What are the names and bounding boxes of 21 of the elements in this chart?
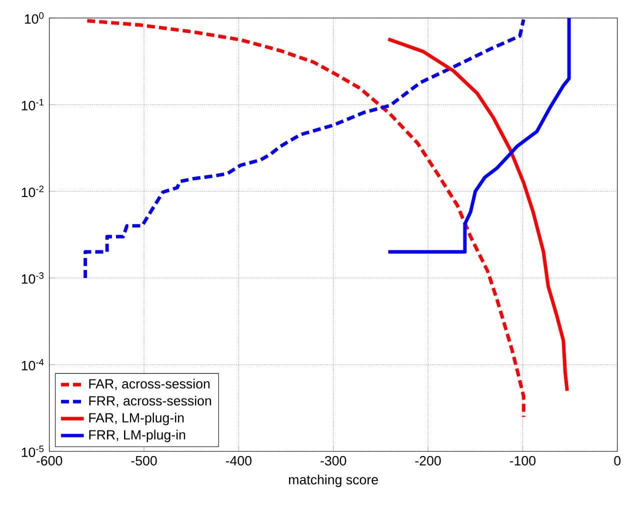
legend-label: FRR, across-session xyxy=(89,396,212,407)
y-tick-label: 10$^{-5}$ xyxy=(22,445,44,457)
x-tick-label: 0 xyxy=(614,456,621,466)
x-tick-label: -400 xyxy=(226,456,252,466)
legend-label: FAR, across-session xyxy=(89,378,210,390)
legend-label: FAR, LM-plug-in xyxy=(89,412,184,426)
x-tick-label: -200 xyxy=(415,456,441,466)
y-tick-label: 10$^{-4}$ xyxy=(22,358,44,370)
legend-label: FRR, LM-plug-in xyxy=(89,430,186,442)
line-series xyxy=(84,18,526,280)
x-tick-label: -500 xyxy=(131,456,157,466)
x-tick-label: -300 xyxy=(320,456,346,466)
x-axis-title: matching score xyxy=(289,474,378,487)
line-series xyxy=(386,37,569,392)
y-tick-label: 10$^{-2}$ xyxy=(22,185,44,197)
x-tick-label: -100 xyxy=(510,456,536,466)
y-tick-label: 10$^{0}$ xyxy=(24,12,44,24)
y-tick-label: 10$^{-3}$ xyxy=(22,272,44,284)
x-tick-label: -600 xyxy=(36,456,62,466)
y-tick-label: 10$^{-1}$ xyxy=(22,98,44,110)
line-series xyxy=(386,18,571,254)
